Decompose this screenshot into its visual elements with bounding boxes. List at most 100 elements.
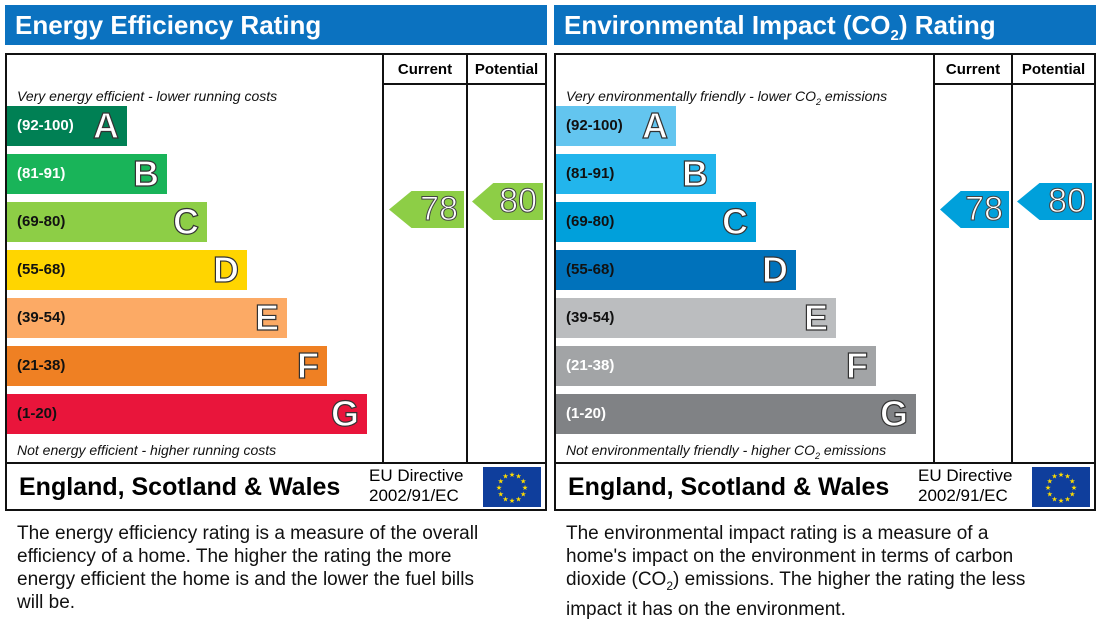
band-range: (39-54) bbox=[17, 309, 66, 326]
band-range: (92-100) bbox=[17, 117, 74, 134]
svg-text:★: ★ bbox=[1064, 473, 1070, 481]
rating-box: Current Potential Very energy efficient … bbox=[5, 53, 547, 511]
eu-flag-icon: ★ ★ ★ ★ ★ ★ ★ ★ ★ ★ ★ ★ bbox=[1032, 467, 1090, 507]
band-range: (21-38) bbox=[566, 357, 615, 374]
band-letter: G bbox=[330, 393, 359, 434]
divider bbox=[933, 83, 1094, 85]
band-c: (69-80) C bbox=[556, 201, 756, 242]
band-d: (55-68) D bbox=[556, 249, 796, 290]
divider bbox=[466, 55, 468, 464]
potential-rating-arrow: 80 bbox=[472, 183, 543, 220]
divider bbox=[382, 55, 384, 464]
band-range: (69-80) bbox=[17, 213, 66, 230]
svg-text:★: ★ bbox=[1047, 478, 1053, 486]
bottom-caption: Not environmentally friendly - higher CO… bbox=[566, 442, 887, 461]
region-label: England, Scotland & Wales bbox=[19, 473, 341, 501]
band-f: (21-38) F bbox=[556, 345, 876, 386]
band-letter: D bbox=[761, 249, 788, 290]
description: The environmental impact rating is a mea… bbox=[566, 523, 1026, 620]
band-b: (81-91) B bbox=[7, 153, 167, 194]
band-letter: B bbox=[132, 153, 159, 194]
svg-text:★: ★ bbox=[498, 478, 504, 486]
band-c: (69-80) C bbox=[7, 201, 207, 242]
panel-title: Environmental Impact (CO2) Rating bbox=[554, 5, 1096, 45]
svg-text:★: ★ bbox=[520, 478, 526, 486]
svg-text:★: ★ bbox=[1051, 473, 1057, 481]
band-a: (92-100) A bbox=[7, 105, 127, 146]
potential-header: Potential bbox=[1021, 61, 1086, 78]
bottom-caption: Not energy efficient - higher running co… bbox=[17, 442, 277, 458]
divider bbox=[1011, 55, 1013, 464]
band-letter: B bbox=[681, 153, 708, 194]
band-range: (39-54) bbox=[566, 309, 615, 326]
svg-text:★: ★ bbox=[515, 495, 521, 503]
environmental-impact-panel: Environmental Impact (CO2) Rating Curren… bbox=[554, 0, 1096, 620]
band-range: (55-68) bbox=[566, 261, 615, 278]
svg-text:★: ★ bbox=[1058, 497, 1064, 505]
energy-efficiency-panel: Energy Efficiency Rating Current Potenti… bbox=[5, 0, 547, 616]
eu-directive: EU Directive 2002/91/EC bbox=[918, 466, 1013, 505]
eu-directive: EU Directive 2002/91/EC bbox=[369, 466, 464, 505]
band-e: (39-54) E bbox=[7, 297, 287, 338]
rating-box: Current Potential Very environmentally f… bbox=[554, 53, 1096, 511]
svg-text:★: ★ bbox=[498, 491, 504, 499]
band-d: (55-68) D bbox=[7, 249, 247, 290]
band-g: (1-20) G bbox=[556, 393, 916, 434]
band-letter: F bbox=[296, 345, 319, 386]
region-label: England, Scotland & Wales bbox=[568, 473, 890, 501]
divider bbox=[382, 83, 545, 85]
band-range: (81-91) bbox=[566, 165, 615, 182]
top-caption: Very environmentally friendly - lower CO… bbox=[566, 88, 888, 107]
band-range: (1-20) bbox=[17, 405, 58, 422]
svg-text:★: ★ bbox=[522, 484, 528, 492]
svg-text:★: ★ bbox=[1064, 495, 1070, 503]
current-rating-arrow: 78 bbox=[389, 191, 464, 228]
svg-text:★: ★ bbox=[1051, 495, 1057, 503]
svg-text:★: ★ bbox=[1047, 491, 1053, 499]
band-letter: E bbox=[803, 297, 828, 338]
svg-text:★: ★ bbox=[502, 473, 508, 481]
svg-text:★: ★ bbox=[502, 495, 508, 503]
potential-header: Potential bbox=[474, 61, 539, 78]
band-e: (39-54) E bbox=[556, 297, 836, 338]
svg-text:★: ★ bbox=[1045, 484, 1051, 492]
svg-text:★: ★ bbox=[520, 491, 526, 499]
band-letter: D bbox=[212, 249, 239, 290]
band-letter: C bbox=[721, 201, 748, 242]
potential-rating-arrow: 80 bbox=[1017, 183, 1092, 220]
eu-flag-icon: ★ ★ ★ ★ ★ ★ ★ ★ ★ ★ ★ ★ bbox=[483, 467, 541, 507]
current-header: Current bbox=[397, 61, 453, 78]
band-range: (92-100) bbox=[566, 117, 623, 134]
band-letter: F bbox=[845, 345, 868, 386]
divider bbox=[933, 55, 935, 464]
svg-text:★: ★ bbox=[515, 473, 521, 481]
band-letter: A bbox=[641, 105, 668, 146]
band-range: (21-38) bbox=[17, 357, 66, 374]
band-f: (21-38) F bbox=[7, 345, 327, 386]
top-caption: Very energy efficient - lower running co… bbox=[17, 88, 278, 104]
description: The energy efficiency rating is a measur… bbox=[17, 523, 479, 613]
band-range: (69-80) bbox=[566, 213, 615, 230]
divider bbox=[556, 462, 1094, 464]
current-rating-arrow: 78 bbox=[940, 191, 1009, 228]
band-letter: G bbox=[879, 393, 908, 434]
svg-text:★: ★ bbox=[1069, 491, 1075, 499]
band-range: (81-91) bbox=[17, 165, 66, 182]
band-b: (81-91) B bbox=[556, 153, 716, 194]
svg-text:★: ★ bbox=[1069, 478, 1075, 486]
svg-text:★: ★ bbox=[496, 484, 502, 492]
panel-title: Energy Efficiency Rating bbox=[5, 5, 547, 45]
svg-text:★: ★ bbox=[1071, 484, 1077, 492]
svg-text:★: ★ bbox=[509, 471, 515, 479]
band-range: (55-68) bbox=[17, 261, 66, 278]
band-a: (92-100) A bbox=[556, 105, 676, 146]
current-header: Current bbox=[945, 61, 1001, 78]
band-range: (1-20) bbox=[566, 405, 607, 422]
svg-text:★: ★ bbox=[1058, 471, 1064, 479]
divider bbox=[7, 462, 545, 464]
band-letter: C bbox=[172, 201, 199, 242]
band-g: (1-20) G bbox=[7, 393, 367, 434]
svg-text:★: ★ bbox=[509, 497, 515, 505]
band-letter: E bbox=[254, 297, 279, 338]
band-letter: A bbox=[92, 105, 119, 146]
